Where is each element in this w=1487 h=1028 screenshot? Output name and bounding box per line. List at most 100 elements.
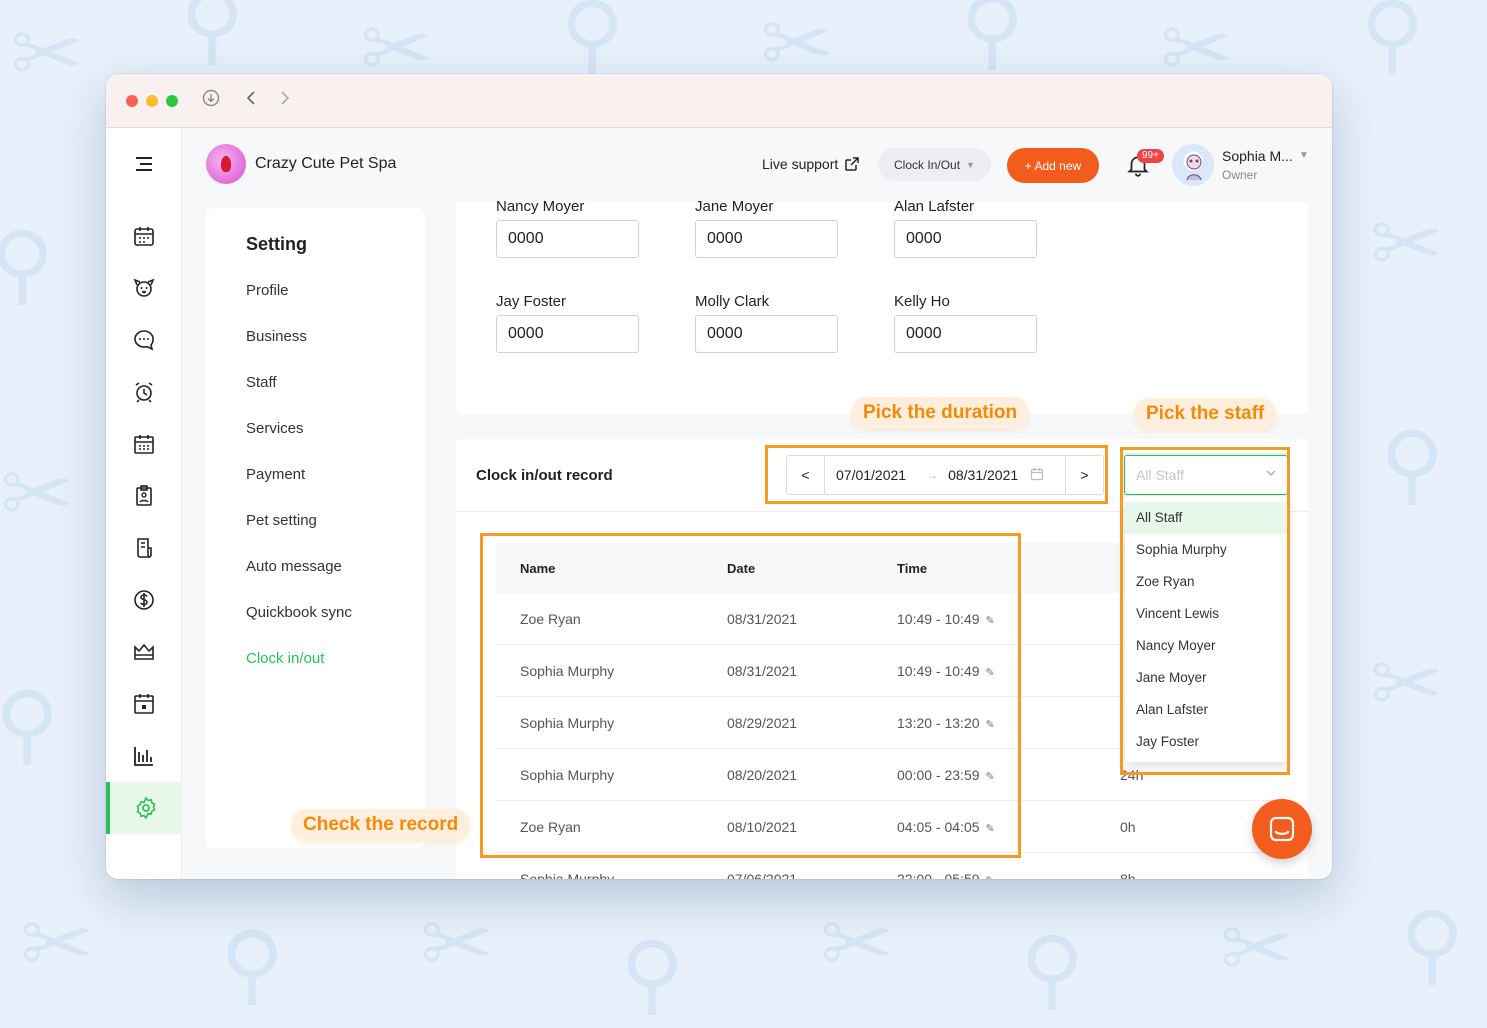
settings-item-pet-setting[interactable]: Pet setting: [246, 512, 317, 529]
table-row: Zoe Ryan 08/10/2021 04:05 - 04:05 ✎ 0h: [496, 801, 1286, 853]
external-link-icon: [845, 157, 860, 171]
edit-icon[interactable]: ✎: [985, 615, 995, 627]
staff-select-placeholder: All Staff: [1136, 467, 1184, 483]
pin-label: Nancy Moyer: [496, 198, 585, 215]
settings-item-clock-in-out[interactable]: Clock in/out: [246, 650, 325, 667]
minimize-window-button[interactable]: [146, 95, 158, 107]
settings-item-payment[interactable]: Payment: [246, 466, 306, 483]
edit-icon[interactable]: ✎: [985, 823, 995, 835]
staff-select[interactable]: All Staff: [1124, 455, 1288, 495]
schedule-icon[interactable]: [106, 418, 182, 470]
time-text: 10:49 - 10:49: [897, 611, 980, 627]
top-header: Crazy Cute Pet Spa Live support Clock In…: [182, 128, 1332, 202]
settings-item-staff[interactable]: Staff: [246, 374, 277, 391]
pin-input[interactable]: 0000: [894, 220, 1037, 258]
callout-pick-staff: Pick the staff: [1134, 398, 1277, 430]
pin-input[interactable]: 0000: [695, 315, 838, 353]
cell-time: 13:20 - 13:20 ✎: [897, 715, 995, 731]
maximize-window-button[interactable]: [166, 95, 178, 107]
edit-icon[interactable]: ✎: [985, 719, 995, 731]
table-row: Sophia Murphy 07/06/2021 22:00 - 05:59✎ …: [496, 853, 1286, 879]
settings-gear-icon[interactable]: [106, 782, 182, 834]
clock-in-out-label: Clock In/Out: [894, 157, 961, 172]
live-support-link[interactable]: Live support: [762, 156, 860, 172]
dog-icon[interactable]: [106, 262, 182, 314]
cell-date: 08/10/2021: [727, 819, 798, 835]
settings-item-auto-message[interactable]: Auto message: [246, 558, 342, 575]
column-header-name: Name: [520, 561, 556, 576]
dropdown-option[interactable]: Zoe Ryan: [1136, 574, 1195, 589]
chevron-down-icon: [1265, 467, 1277, 482]
settings-title: Setting: [246, 234, 307, 254]
settings-item-services[interactable]: Services: [246, 420, 304, 437]
prev-range-button[interactable]: <: [787, 456, 825, 494]
dropdown-option[interactable]: Nancy Moyer: [1136, 638, 1216, 653]
settings-item-quickbook-sync[interactable]: Quickbook sync: [246, 604, 352, 621]
time-text: 10:49 - 10:49: [897, 663, 980, 679]
caret-down-icon[interactable]: ▼: [1299, 150, 1309, 161]
edit-icon[interactable]: ✎: [985, 667, 995, 679]
dollar-icon[interactable]: [106, 574, 182, 626]
calendar-icon[interactable]: [106, 210, 182, 262]
cell-date: 08/31/2021: [727, 611, 798, 627]
pin-input[interactable]: 0000: [894, 315, 1037, 353]
clock-in-out-button[interactable]: Clock In/Out ▼: [878, 148, 991, 181]
clipboard-icon[interactable]: [106, 470, 182, 522]
next-range-button[interactable]: >: [1065, 456, 1103, 494]
callout-check-record: Check the record: [291, 809, 471, 841]
dropdown-option[interactable]: Jay Foster: [1136, 734, 1200, 749]
time-text: 13:20 - 13:20: [897, 715, 980, 731]
cell-name: Zoe Ryan: [520, 611, 581, 627]
cell-name: Sophia Murphy: [520, 663, 615, 679]
dropdown-option[interactable]: All Staff: [1125, 502, 1288, 534]
cell-total: 0h: [1120, 819, 1136, 835]
pin-input[interactable]: 0000: [496, 315, 639, 353]
callout-pick-duration: Pick the duration: [851, 397, 1030, 429]
pin-label: Kelly Ho: [894, 293, 950, 310]
end-date[interactable]: 08/31/2021: [948, 467, 1019, 483]
cell-date: 08/31/2021: [727, 663, 798, 679]
dropdown-option[interactable]: Vincent Lewis: [1136, 606, 1220, 621]
pin-label: Jay Foster: [496, 293, 567, 310]
range-arrow-icon: →: [926, 468, 939, 482]
pin-input[interactable]: 0000: [695, 220, 838, 258]
add-new-button[interactable]: + Add new: [1007, 148, 1099, 183]
settings-item-profile[interactable]: Profile: [246, 282, 289, 299]
crown-icon[interactable]: [106, 626, 182, 678]
calendar-icon[interactable]: [1030, 467, 1044, 484]
title-bar: [106, 74, 1332, 128]
record-title: Clock in/out record: [476, 467, 613, 484]
divider: [456, 511, 1308, 512]
date-range-values[interactable]: 07/01/2021 → 08/31/2021: [825, 467, 1065, 484]
dropdown-option[interactable]: Jane Moyer: [1136, 670, 1207, 685]
pin-label: Alan Lafster: [894, 198, 975, 215]
menu-toggle-icon[interactable]: [106, 138, 182, 190]
edit-icon[interactable]: ✎: [986, 875, 995, 879]
bar-chart-icon[interactable]: [106, 730, 182, 782]
avatar[interactable]: [1172, 144, 1214, 186]
pin-input[interactable]: 0000: [496, 220, 639, 258]
dropdown-option[interactable]: Sophia Murphy: [1136, 542, 1227, 557]
table-row: Sophia Murphy 08/31/2021 10:49 - 10:49 ✎: [496, 645, 1286, 697]
alarm-clock-icon[interactable]: [106, 366, 182, 418]
table-row: Sophia Murphy 08/29/2021 13:20 - 13:20 ✎: [496, 697, 1286, 749]
start-date[interactable]: 07/01/2021: [836, 467, 907, 483]
download-icon[interactable]: [202, 89, 220, 112]
back-icon[interactable]: [244, 89, 258, 112]
forward-icon[interactable]: [278, 89, 292, 112]
calendar-card-icon[interactable]: [106, 678, 182, 730]
receipt-icon[interactable]: [106, 522, 182, 574]
column-header-time: Time: [897, 561, 928, 576]
date-range-picker[interactable]: < 07/01/2021 → 08/31/2021 >: [786, 455, 1104, 495]
user-name[interactable]: Sophia M...: [1222, 148, 1293, 164]
chat-launcher-button[interactable]: [1252, 799, 1312, 859]
table-row: Sophia Murphy 08/20/2021 00:00 - 23:59 ✎ …: [496, 749, 1286, 801]
close-window-button[interactable]: [126, 95, 138, 107]
settings-item-business[interactable]: Business: [246, 328, 307, 345]
cell-time: 00:00 - 23:59 ✎: [897, 767, 995, 783]
edit-icon[interactable]: ✎: [985, 771, 995, 783]
chat-bubble-icon: [1269, 816, 1295, 842]
cell-name: Sophia Murphy: [520, 767, 615, 783]
dropdown-option[interactable]: Alan Lafster: [1136, 702, 1209, 717]
chat-icon[interactable]: [106, 314, 182, 366]
